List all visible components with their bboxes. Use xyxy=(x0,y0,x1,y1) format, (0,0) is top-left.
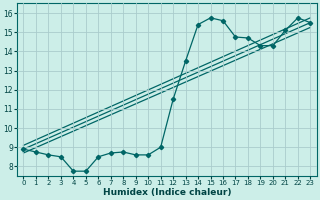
X-axis label: Humidex (Indice chaleur): Humidex (Indice chaleur) xyxy=(103,188,231,197)
